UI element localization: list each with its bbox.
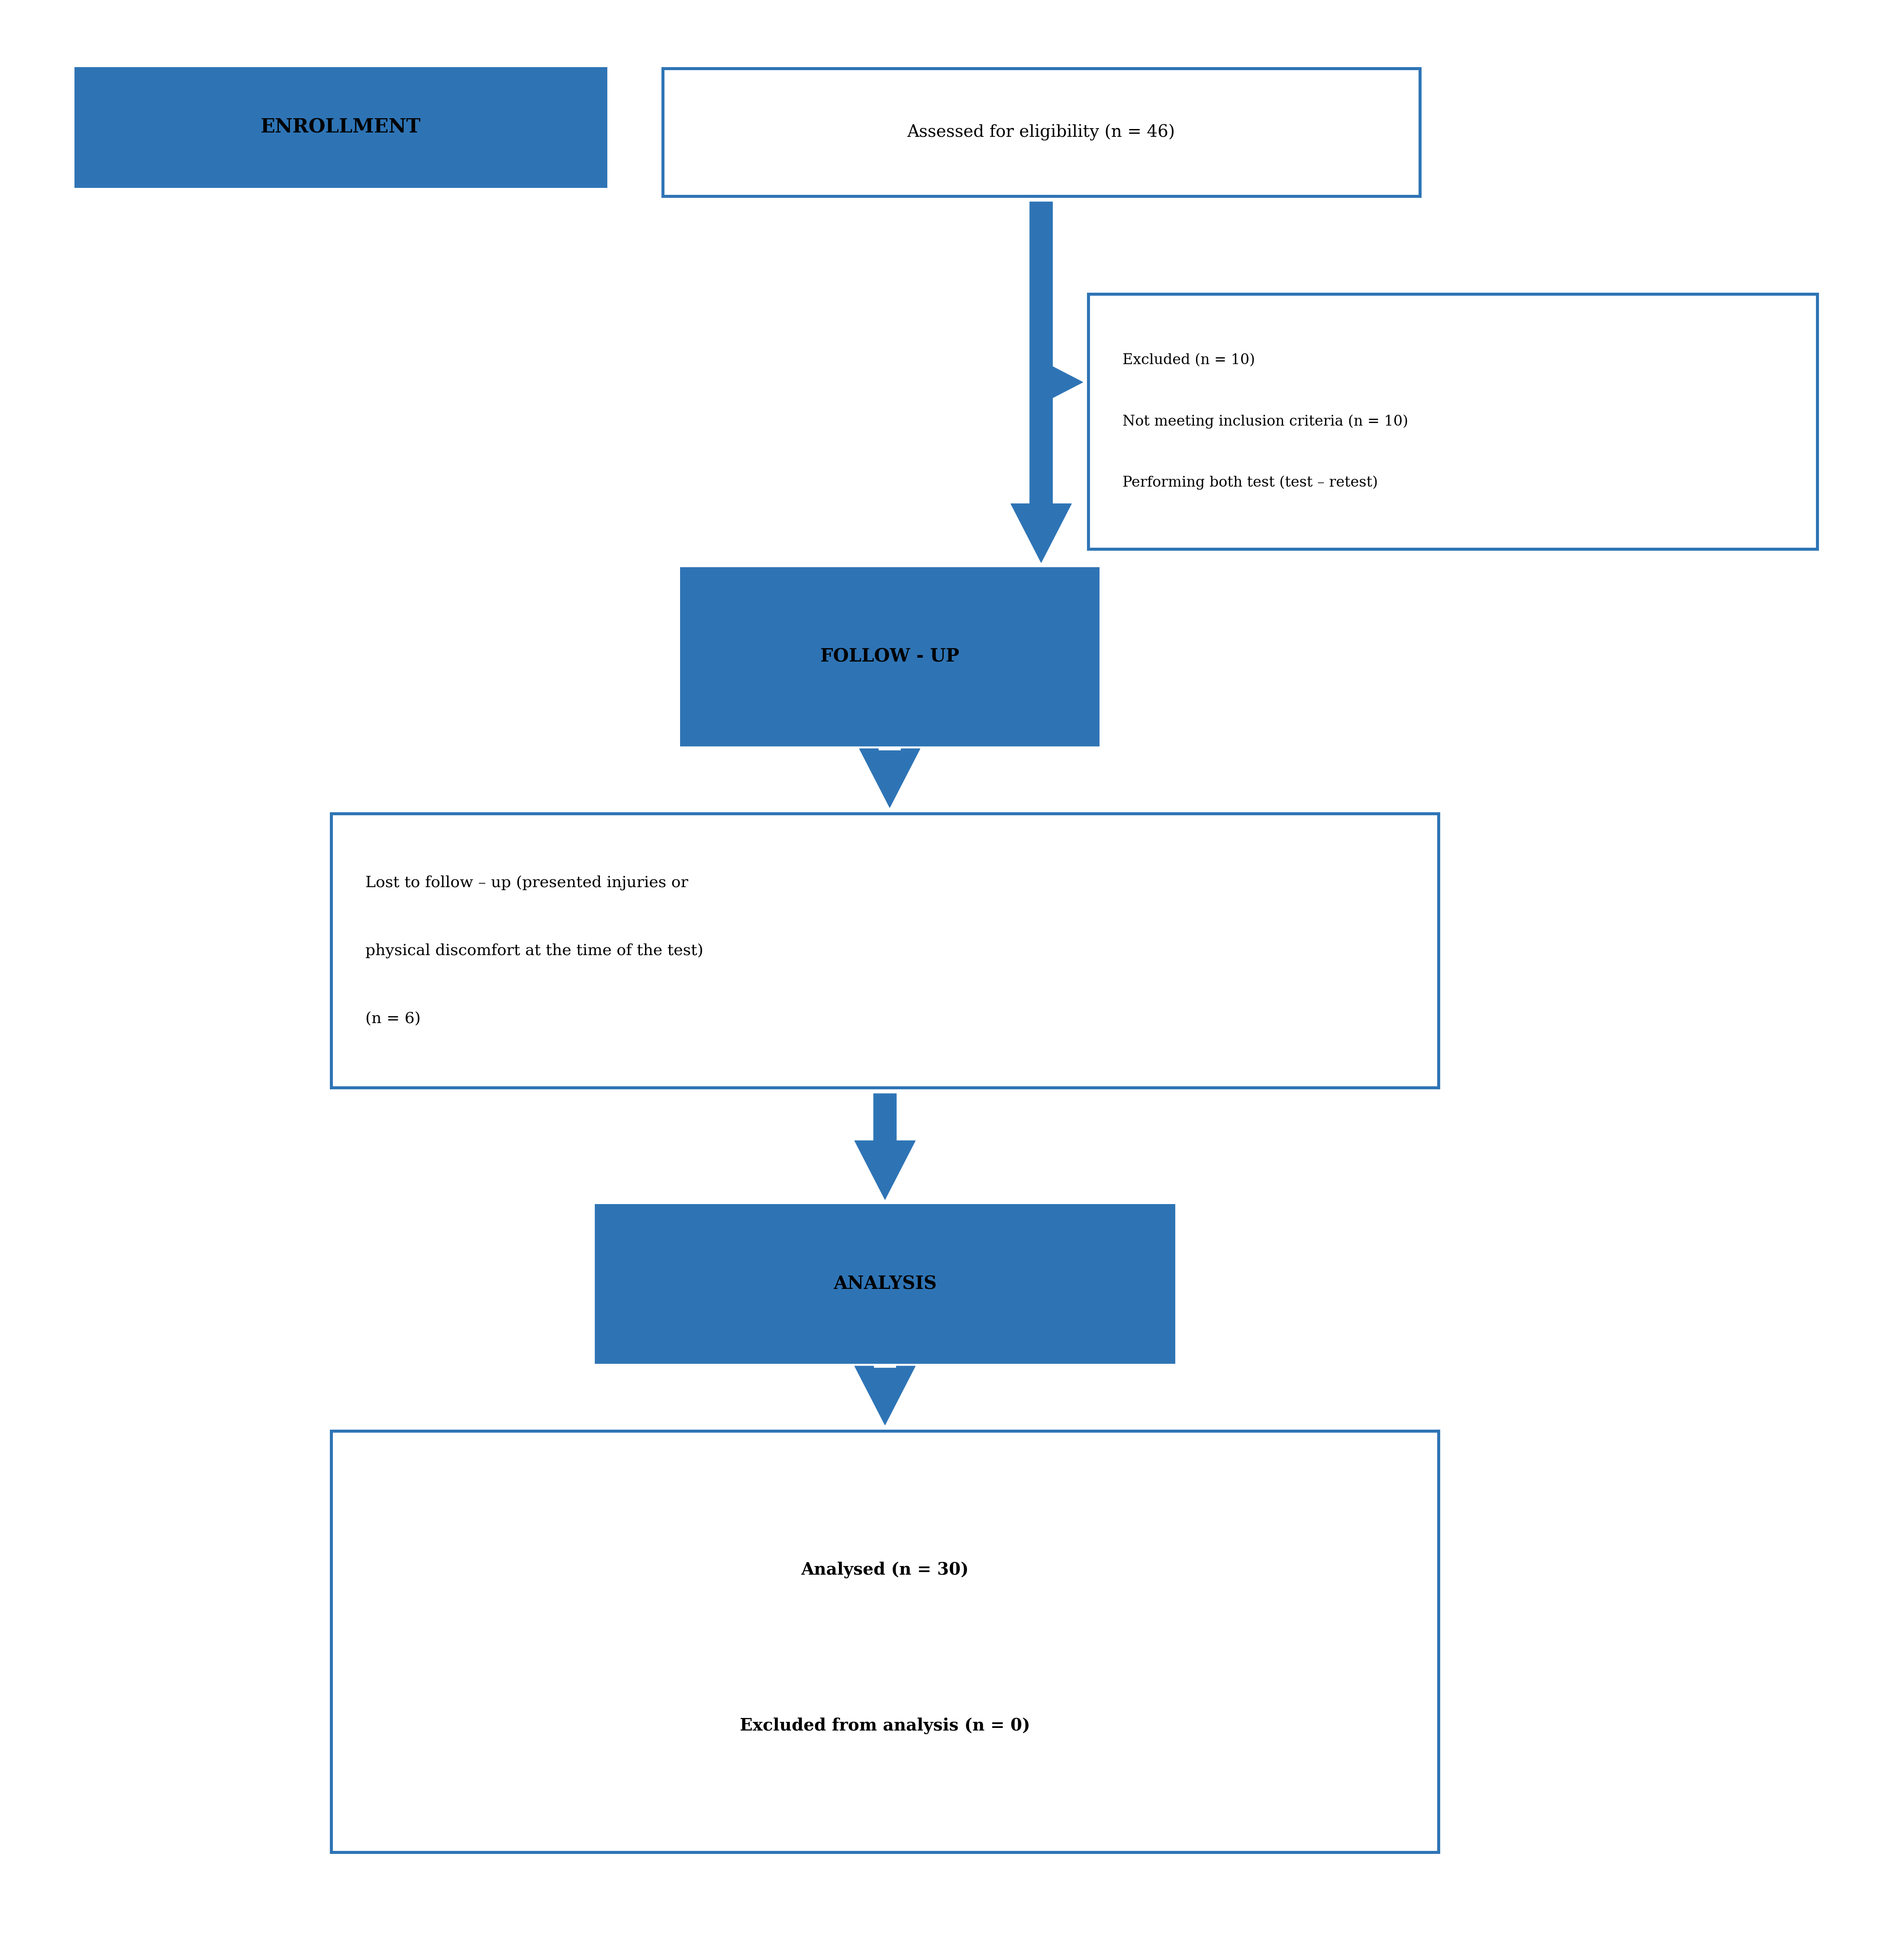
Text: Assessed for eligibility (n = 46): Assessed for eligibility (n = 46) xyxy=(907,123,1176,141)
FancyBboxPatch shape xyxy=(331,1431,1439,1852)
Text: (n = 6): (n = 6) xyxy=(365,1011,420,1025)
Text: Excluded from analysis (n = 0): Excluded from analysis (n = 0) xyxy=(740,1717,1030,1735)
Polygon shape xyxy=(856,1366,916,1425)
Text: FOLLOW - UP: FOLLOW - UP xyxy=(820,647,960,666)
Text: ANALYSIS: ANALYSIS xyxy=(833,1274,937,1294)
Text: Lost to follow – up (presented injuries or: Lost to follow – up (presented injuries … xyxy=(365,876,689,890)
FancyBboxPatch shape xyxy=(681,568,1098,745)
Polygon shape xyxy=(854,1094,916,1200)
FancyBboxPatch shape xyxy=(596,1205,1174,1362)
Text: Performing both test (test – retest): Performing both test (test – retest) xyxy=(1123,476,1378,490)
FancyBboxPatch shape xyxy=(1088,294,1817,549)
Polygon shape xyxy=(1035,359,1083,406)
Text: Analysed (n = 30): Analysed (n = 30) xyxy=(801,1562,969,1578)
Text: physical discomfort at the time of the test): physical discomfort at the time of the t… xyxy=(365,943,704,958)
Text: Excluded (n = 10): Excluded (n = 10) xyxy=(1123,353,1255,367)
Text: ENROLLMENT: ENROLLMENT xyxy=(261,118,420,137)
FancyBboxPatch shape xyxy=(663,69,1420,196)
Polygon shape xyxy=(859,749,920,808)
FancyBboxPatch shape xyxy=(331,813,1439,1088)
Text: Not meeting inclusion criteria (n = 10): Not meeting inclusion criteria (n = 10) xyxy=(1123,414,1408,429)
Polygon shape xyxy=(1011,202,1071,563)
FancyBboxPatch shape xyxy=(76,69,606,186)
